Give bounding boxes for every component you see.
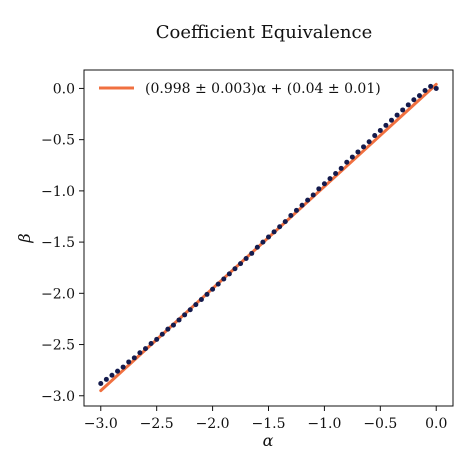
data-point [321,181,327,187]
data-point [238,261,244,267]
data-point [361,144,367,150]
data-points-layer [98,83,439,386]
data-point [221,276,227,282]
data-point [120,364,126,370]
y-tick-label: −1.5 [41,235,75,251]
data-point [109,372,115,378]
data-point [266,234,271,240]
y-axis-label: β [15,233,34,243]
y-tick-label: −3.0 [41,389,75,405]
x-tick-label: −3.0 [84,416,118,432]
data-point [316,186,322,192]
y-axis-ticks: 0.0 −0.5 −1.0 −1.5 −2.0 −2.5 −3.0 [41,81,84,405]
data-point [254,244,260,250]
data-point [422,87,428,93]
data-point [355,149,361,155]
data-point [377,127,383,133]
data-point [170,322,176,328]
x-tick-label: −1.0 [307,416,341,432]
y-tick-label: −1.0 [41,184,75,200]
data-point [282,219,288,225]
data-point [394,112,400,118]
y-tick-label: −0.5 [41,133,75,149]
legend-fit-label: (0.998 ± 0.003)α + (0.04 ± 0.01) [145,81,381,97]
data-point [243,255,249,261]
data-point [126,359,132,365]
data-point [344,159,350,165]
data-point [131,355,137,361]
chart-title: Coefficient Equivalence [156,22,373,43]
data-point [288,212,294,218]
data-point [411,97,417,103]
data-point [260,239,266,245]
legend: (0.998 ± 0.003)α + (0.04 ± 0.01) [99,81,381,97]
data-point [416,93,422,99]
data-point [154,336,160,342]
data-point [232,266,238,272]
data-point [249,250,255,256]
x-tick-label: 0.0 [425,416,447,432]
data-point [176,317,182,323]
data-point [327,176,333,182]
y-tick-label: −2.0 [41,286,75,302]
data-point [215,281,221,287]
data-point [148,341,154,347]
data-point [193,302,199,308]
data-point [389,117,394,123]
x-axis-label: α [263,431,274,450]
y-tick-label: 0.0 [53,81,75,97]
data-point [165,326,171,332]
data-point [182,312,188,318]
data-point [271,229,277,235]
data-point [305,197,311,203]
data-point [143,346,148,352]
data-point [293,207,299,213]
data-point [159,331,165,337]
data-point [366,139,372,145]
data-point [103,376,109,382]
x-axis-ticks: −3.0 −2.5 −2.0 −1.5 −1.0 −0.5 0.0 [84,406,447,432]
data-point [204,291,210,297]
data-point [405,102,411,108]
data-point [98,380,104,386]
data-point [333,170,339,176]
data-point [338,165,344,171]
data-point [210,286,216,292]
data-point [433,85,439,91]
x-tick-label: −0.5 [363,416,397,432]
data-point [310,192,316,198]
data-point [299,202,305,208]
data-point [115,368,121,374]
data-point [137,350,143,356]
data-point [383,122,389,128]
data-point [187,307,193,313]
data-point [349,154,355,160]
data-point [400,107,406,113]
data-point [372,133,378,139]
x-tick-label: −1.5 [252,416,286,432]
data-point [428,83,434,89]
data-point [198,296,204,302]
data-point [226,271,232,277]
x-tick-label: −2.0 [196,416,230,432]
y-tick-label: −2.5 [41,338,75,354]
data-point [277,224,283,230]
x-tick-label: −2.5 [140,416,174,432]
